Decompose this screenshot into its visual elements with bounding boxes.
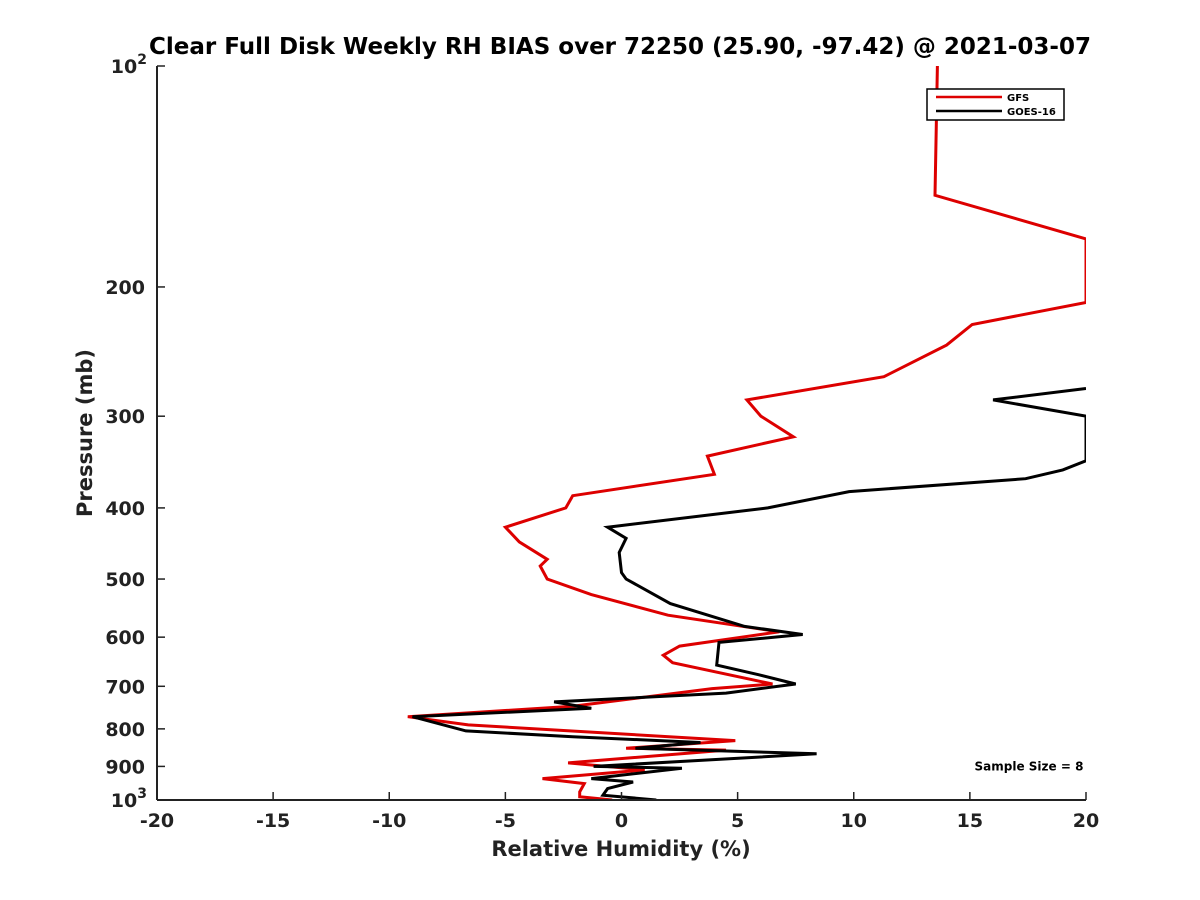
- series-layer: [407, 66, 1086, 800]
- y-tick-base: 10: [111, 56, 137, 78]
- x-tick-label: -10: [372, 810, 406, 832]
- y-tick-label: 900: [105, 756, 145, 778]
- x-tick-label: -20: [140, 810, 174, 832]
- y-tick-label: 800: [105, 719, 145, 741]
- y-tick-label: 300: [105, 406, 145, 428]
- y-tick-label: 600: [105, 627, 145, 649]
- y-tick-base: 10: [111, 790, 137, 812]
- y-tick-label: 200: [105, 277, 145, 299]
- y-tick-exponent: 3: [137, 786, 147, 802]
- x-tick-label: 5: [731, 810, 744, 832]
- ticks-layer: -20 -15 -10 -5 0 5 10 15 20102200300400500600700…: [105, 52, 1099, 832]
- x-axis-label: Relative Humidity (%): [491, 837, 750, 861]
- chart-title: Clear Full Disk Weekly RH BIAS over 7225…: [149, 34, 1091, 60]
- y-tick-label: 700: [105, 676, 145, 698]
- y-tick-label: 400: [105, 498, 145, 520]
- legend-label-gfs: GFS: [1007, 93, 1029, 104]
- x-tick-label: 10: [841, 810, 867, 832]
- y-tick-label: 500: [105, 569, 145, 591]
- legend-box: [926, 88, 1065, 121]
- series-line-gfs: [407, 66, 1086, 800]
- sample-size-annotation: Sample Size = 8: [975, 759, 1084, 773]
- x-tick-label: 20: [1073, 810, 1099, 832]
- x-tick-label: -15: [256, 810, 290, 832]
- series-line-goes-16: [412, 387, 1086, 800]
- y-axis-label: Pressure (mb): [73, 349, 97, 517]
- y-tick-label-power: 102: [111, 52, 147, 78]
- legend: GFS GOES-16: [926, 88, 1065, 121]
- x-tick-label: 0: [615, 810, 628, 832]
- x-tick-label: -5: [495, 810, 516, 832]
- y-tick-exponent: 2: [137, 52, 147, 68]
- legend-label-goes16: GOES-16: [1007, 107, 1056, 118]
- y-tick-label-power: 103: [111, 786, 147, 812]
- x-tick-label: 15: [957, 810, 983, 832]
